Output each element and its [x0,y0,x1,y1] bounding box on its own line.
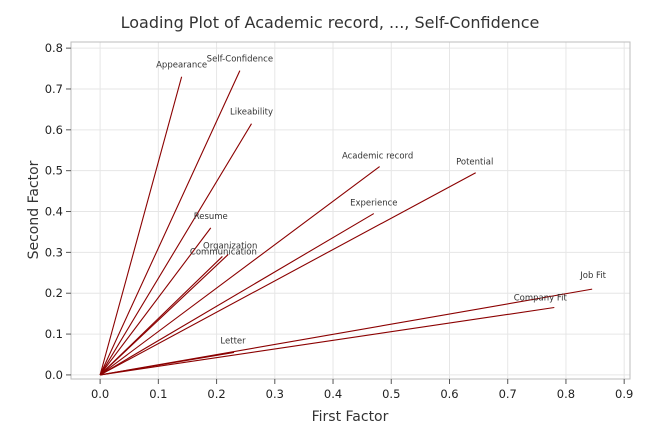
vector-communication [99,256,223,376]
vector-company-fit [100,306,555,376]
x-tick-label: 0.6 [440,387,458,401]
loading-vectors [99,70,593,376]
vector-potential [99,172,476,376]
label-resume: Resume [194,212,228,222]
label-organization: Organization [203,241,257,251]
vector-likeability [99,123,252,376]
y-tick-label: 0.5 [45,164,63,178]
gridlines [71,42,630,379]
label-academic-record: Academic record [342,152,413,162]
chart-title: Loading Plot of Academic record, ..., Se… [121,13,540,32]
vector-experience [99,213,375,376]
y-tick-label: 0.2 [45,286,63,300]
label-job-fit: Job Fit [579,271,606,281]
x-tick-label: 0.8 [557,387,575,401]
vector-appearance [99,76,183,376]
x-axis-title: First Factor [312,409,389,425]
x-tick-label: 0.9 [615,387,633,401]
label-communication: Communication [190,247,257,257]
y-tick-label: 0.7 [45,82,63,96]
vector-letter [100,351,235,376]
x-tick-label: 0.5 [382,387,400,401]
x-tick-label: 0.3 [266,387,284,401]
label-company-fit: Company Fit [514,294,568,304]
x-tick-label: 0.4 [324,387,342,401]
vector-self-confidence [99,70,241,376]
label-likeability: Likeability [230,108,273,118]
label-experience: Experience [350,199,397,209]
vector-academic-record [99,166,380,376]
y-tick-label: 0.1 [45,327,63,341]
plot-frame [70,41,631,380]
y-axis-title: Second Factor [26,160,42,259]
y-tick-label: 0.3 [45,245,63,259]
axis-ticks: 0.0 0.1 0.2 0.3 0.4 0.5 0.6 0.7 0.8 0.9 0.0 0.1 0.2 0… [45,41,634,401]
y-tick-label: 0.6 [45,123,63,137]
label-letter: Letter [220,336,246,346]
y-tick-label: 0.0 [45,368,63,382]
y-tick-label: 0.8 [45,41,63,55]
vector-resume [99,227,212,376]
label-potential: Potential [456,158,493,168]
label-appearance: Appearance [156,61,207,71]
x-tick-label: 0.7 [499,387,517,401]
y-tick-label: 0.4 [45,205,63,219]
x-tick-label: 0.0 [91,387,109,401]
x-tick-label: 0.1 [149,387,167,401]
x-tick-label: 0.2 [207,387,225,401]
label-self-confidence: Self-Confidence [207,55,273,65]
